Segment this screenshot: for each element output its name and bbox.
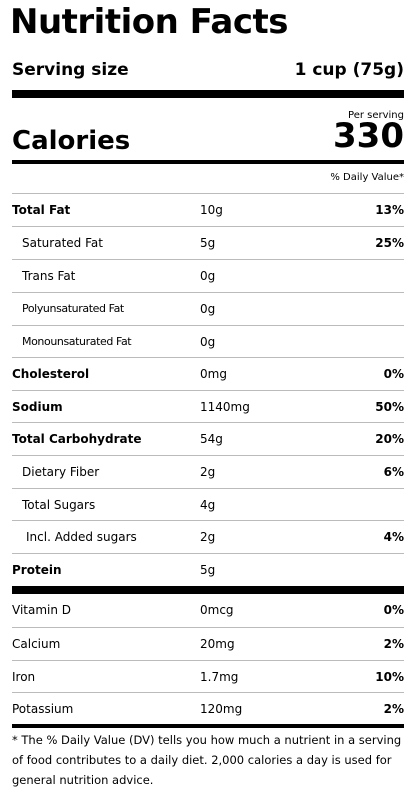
vitamin-dv: 10%	[375, 669, 404, 684]
nutrient-name: Dietary Fiber	[22, 464, 100, 479]
vitamin-name: Calcium	[12, 636, 61, 651]
serving-size-value: 1 cup (75g)	[294, 60, 404, 80]
nutrient-amount: 0g	[200, 268, 216, 283]
nutrient-name: Sodium	[12, 399, 63, 414]
nutrient-row-monounsaturated-fat: Monounsaturated Fat 0g	[12, 325, 404, 358]
thick-divider-top	[12, 90, 404, 98]
nutrient-name: Trans Fat	[22, 268, 76, 283]
nutrient-amount: 54g	[200, 431, 223, 446]
nutrient-amount: 0g	[200, 334, 216, 349]
nutrient-dv: 6%	[383, 464, 404, 479]
nutrient-row-dietary-fiber: Dietary Fiber 2g 6%	[12, 455, 404, 488]
nutrient-row-sodium: Sodium 1140mg 50%	[12, 390, 404, 423]
nutrient-dv: 25%	[375, 235, 404, 250]
nutrient-row-saturated-fat: Saturated Fat 5g 25%	[12, 226, 404, 259]
thick-divider-vitamins	[12, 586, 404, 594]
vitamin-row-vitamin-d: Vitamin D 0mcg 0%	[12, 594, 404, 627]
nutrient-amount: 10g	[200, 202, 223, 217]
nutrient-amount: 1140mg	[200, 399, 250, 414]
nutrient-amount: 0g	[200, 301, 216, 316]
nutrient-dv: 0%	[383, 366, 404, 381]
vitamin-amount: 0mcg	[200, 603, 234, 618]
nutrient-amount: 5g	[200, 235, 216, 250]
daily-value-footnote: * The % Daily Value (DV) tells you how m…	[12, 733, 402, 787]
calories-value: 330	[333, 116, 404, 156]
nutrient-name: Polyunsaturated Fat	[22, 302, 124, 316]
vitamin-row-iron: Iron 1.7mg 10%	[12, 660, 404, 693]
vitamin-amount: 20mg	[200, 636, 235, 651]
vitamin-dv: 2%	[383, 701, 404, 716]
nutrient-row-added-sugars: Incl. Added sugars 2g 4%	[12, 520, 404, 553]
vitamin-dv: 0%	[383, 603, 404, 618]
nutrient-name: Total Fat	[12, 202, 71, 217]
nutrient-name: Cholesterol	[12, 366, 90, 381]
nutrient-name: Monounsaturated Fat	[22, 335, 132, 349]
nutrient-name: Total Sugars	[22, 497, 96, 512]
nutrient-amount: 4g	[200, 497, 216, 512]
vitamin-row-calcium: Calcium 20mg 2%	[12, 627, 404, 660]
nutrient-dv: 20%	[375, 431, 404, 446]
nutrient-row-trans-fat: Trans Fat 0g	[12, 259, 404, 292]
nutrient-row-protein: Protein 5g	[12, 553, 404, 586]
nutrient-dv: 4%	[383, 529, 404, 544]
per-serving-label: Per serving	[348, 110, 404, 121]
calories-label: Calories	[12, 126, 131, 156]
calories-divider	[12, 160, 404, 164]
nutrient-name: Total Carbohydrate	[12, 431, 142, 446]
nutrient-amount: 2g	[200, 464, 216, 479]
nutrient-dv: 50%	[375, 399, 404, 414]
nutrient-amount: 5g	[200, 562, 216, 577]
footnote-divider	[12, 724, 404, 728]
nutrient-row-total-sugars: Total Sugars 4g	[12, 488, 404, 521]
nutrient-row-total-carbohydrate: Total Carbohydrate 54g 20%	[12, 422, 404, 455]
label-title: Nutrition Facts	[10, 2, 288, 42]
nutrient-name: Saturated Fat	[22, 235, 103, 250]
nutrient-amount: 0mg	[200, 366, 227, 381]
vitamin-name: Vitamin D	[12, 603, 72, 618]
nutrient-dv: 13%	[375, 202, 404, 217]
vitamin-amount: 1.7mg	[200, 669, 239, 684]
serving-size-row: Serving size 1 cup (75g)	[12, 58, 404, 82]
nutrient-name: Protein	[12, 562, 62, 577]
nutrient-row-polyunsaturated-fat: Polyunsaturated Fat 0g	[12, 292, 404, 325]
nutrient-amount: 2g	[200, 529, 216, 544]
vitamin-name: Iron	[12, 669, 36, 684]
vitamin-dv: 2%	[383, 636, 404, 651]
nutrient-name: Incl. Added sugars	[26, 529, 137, 544]
vitamin-amount: 120mg	[200, 701, 243, 716]
nutrient-row-total-fat: Total Fat 10g 13%	[12, 193, 404, 226]
serving-size-label: Serving size	[12, 60, 129, 80]
nutrient-row-cholesterol: Cholesterol 0mg 0%	[12, 357, 404, 390]
daily-value-header: % Daily Value*	[330, 172, 404, 183]
vitamin-row-potassium: Potassium 120mg 2%	[12, 692, 404, 725]
vitamin-name: Potassium	[12, 701, 74, 716]
